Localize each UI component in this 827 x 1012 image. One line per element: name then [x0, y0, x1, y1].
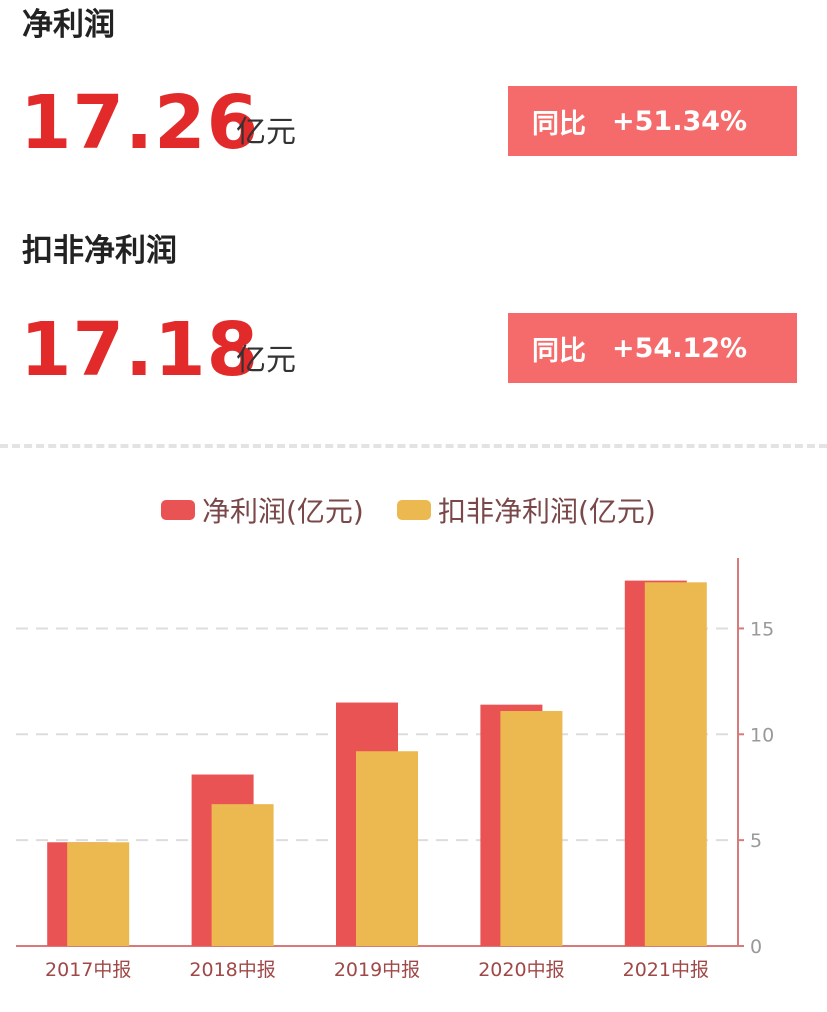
y-tick-label: 10: [750, 724, 774, 746]
net-profit-title: 净利润: [22, 7, 115, 43]
deducted-net-profit-yoy-label: 同比: [532, 335, 586, 367]
bar-3-deducted-net-profit: [500, 711, 563, 946]
legend-swatch-net-profit: [161, 500, 195, 520]
x-tick-label: 2017中报: [45, 959, 131, 981]
deducted-net-profit-value: 17.18: [20, 307, 260, 393]
net-profit-yoy-badge: 同比 +51.34%: [508, 86, 797, 156]
y-tick-label: 15: [750, 618, 774, 640]
net-profit-yoy-value: +51.34%: [612, 105, 748, 137]
net-profit-unit: 亿元: [236, 115, 296, 150]
deducted-net-profit-yoy-value: +54.12%: [612, 332, 748, 364]
legend-swatch-deducted-net-profit: [397, 500, 431, 520]
x-tick-label: 2021中报: [623, 959, 709, 981]
bar-4-deducted-net-profit: [644, 582, 707, 946]
deducted-net-profit-yoy-badge: 同比 +54.12%: [508, 313, 797, 383]
bar-1-deducted-net-profit: [211, 804, 274, 946]
x-tick-label: 2018中报: [189, 959, 275, 981]
deducted-net-profit-unit: 亿元: [236, 343, 296, 378]
net-profit-value: 17.26: [20, 80, 260, 166]
net-profit-yoy-label: 同比: [532, 108, 586, 140]
deducted-net-profit-title: 扣非净利润: [22, 233, 177, 269]
section-divider: [0, 444, 827, 448]
bar-0-deducted-net-profit: [67, 842, 130, 946]
profit-bar-chart: 0 5 10 15 2017中报 2018中报 2019中报 2020中报 2021中报 净利润(…: [16, 495, 774, 981]
bar-2-deducted-net-profit: [356, 751, 418, 946]
x-tick-label: 2019中报: [334, 959, 420, 981]
y-tick-label: 5: [750, 830, 762, 852]
y-tick-label: 0: [750, 936, 762, 958]
x-tick-label: 2020中报: [478, 959, 564, 981]
legend-label-deducted-net-profit: 扣非净利润(亿元): [438, 495, 656, 528]
legend-label-net-profit: 净利润(亿元): [202, 495, 364, 528]
